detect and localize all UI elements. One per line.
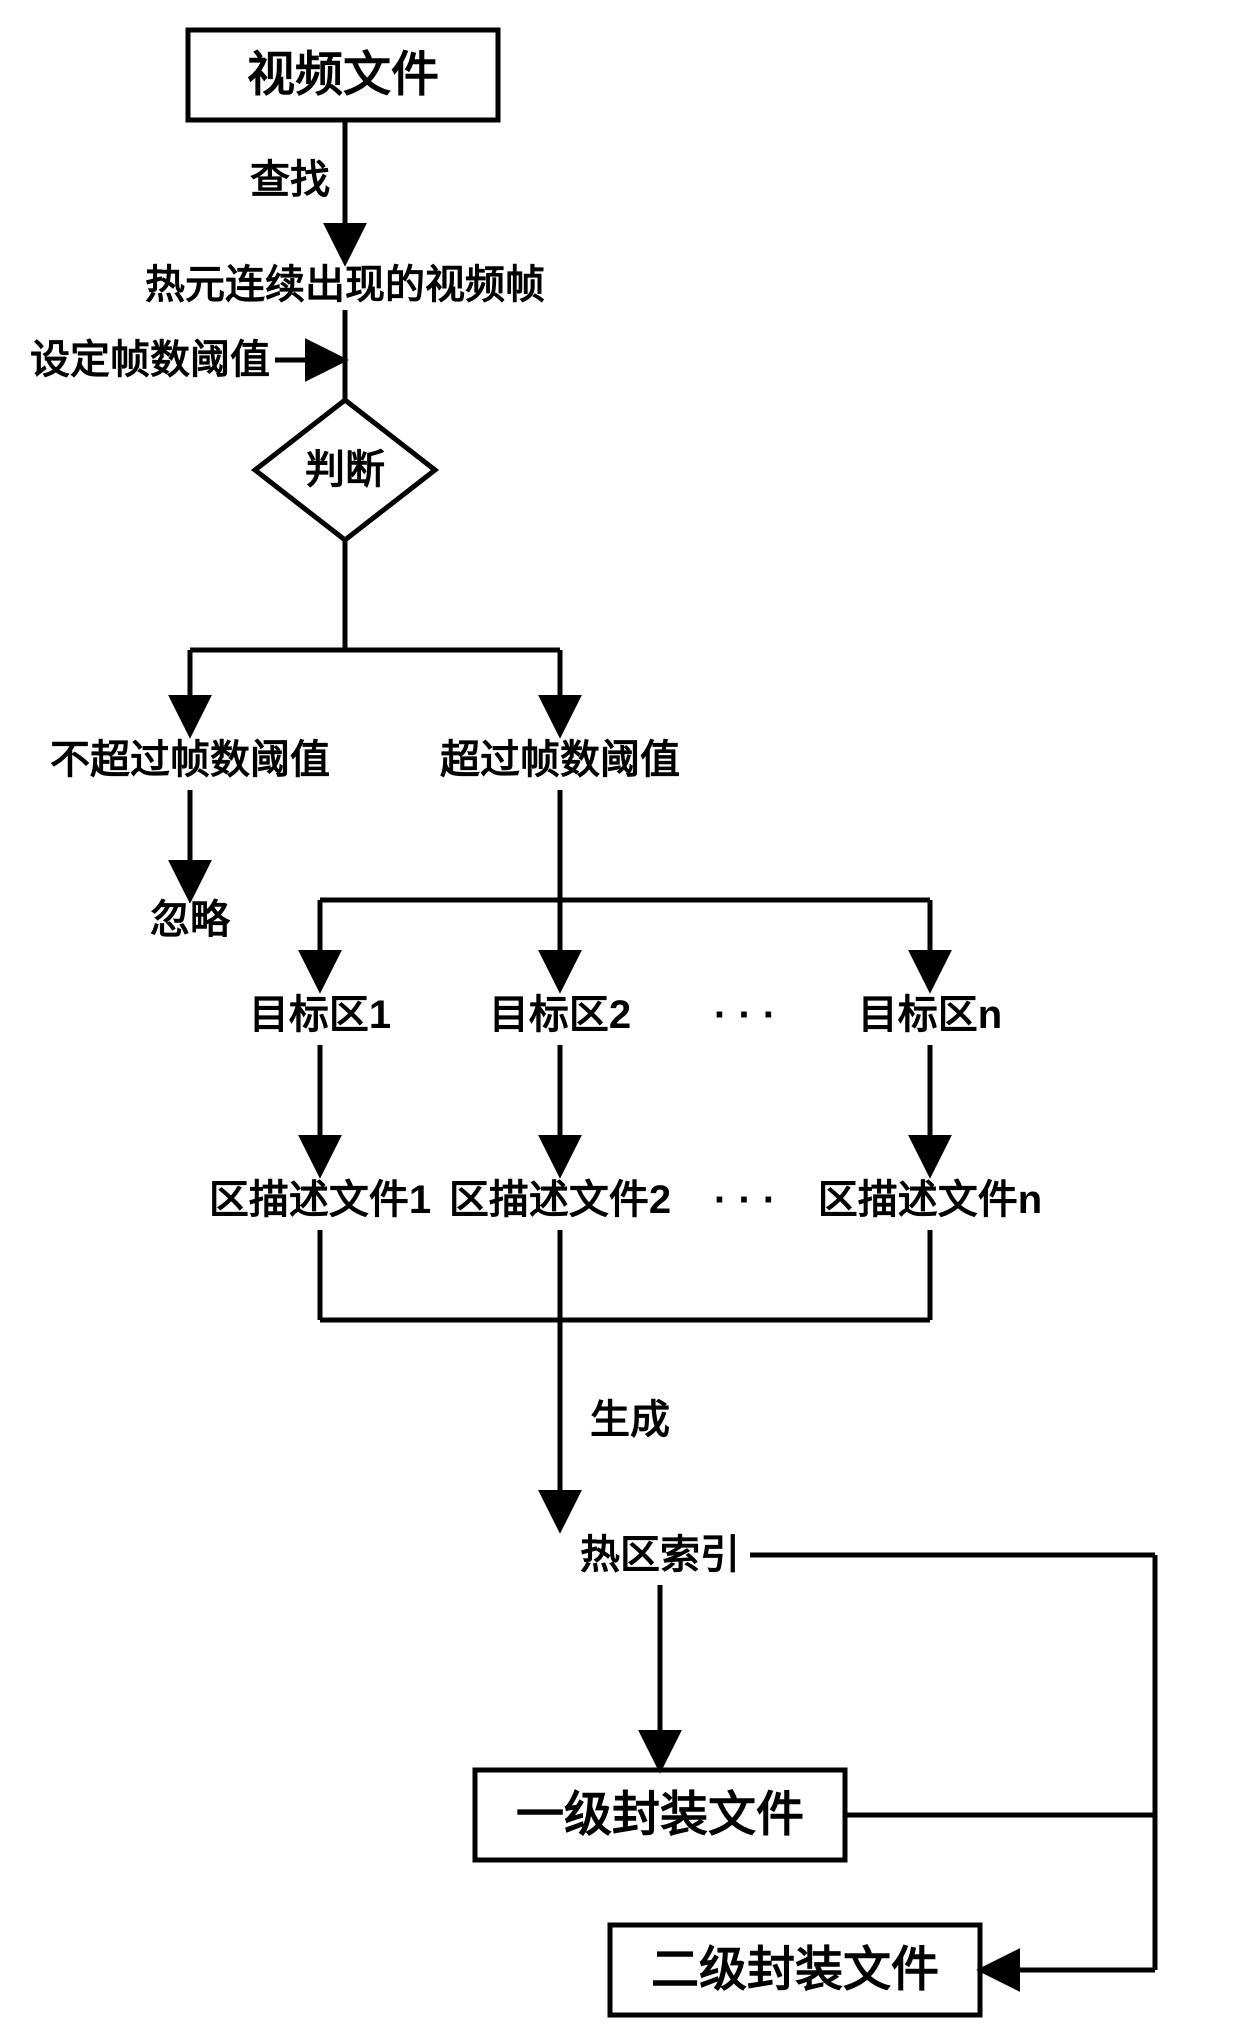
target_dots-text: · · · (714, 993, 776, 1037)
hot_index-text: 热区索引 (580, 1533, 740, 1577)
targetn-text: 目标区n (858, 993, 1002, 1037)
hot_frames-text: 热元连续出现的视频帧 (145, 263, 545, 307)
exceed-text: 超过帧数阈值 (440, 738, 680, 782)
generate-text: 生成 (590, 1398, 670, 1442)
not_exceed-text: 不超过帧数阈值 (50, 738, 330, 782)
desc_dots-text: · · · (714, 1178, 776, 1222)
find-text: 查找 (250, 158, 330, 202)
desc1-text: 区描述文件1 (209, 1178, 431, 1222)
descn-text: 区描述文件n (818, 1178, 1042, 1222)
desc2-text: 区描述文件2 (449, 1178, 671, 1222)
ignore-text: 忽略 (150, 898, 231, 942)
decision-label: 判断 (305, 448, 385, 492)
target2-text: 目标区2 (489, 993, 631, 1037)
level2_file-label: 二级封装文件 (651, 1944, 939, 1997)
set_threshold-text: 设定帧数阈值 (30, 338, 270, 382)
video_file-label: 视频文件 (247, 49, 439, 102)
level1_file-label: 一级封装文件 (516, 1789, 804, 1842)
target1-text: 目标区1 (249, 993, 391, 1037)
